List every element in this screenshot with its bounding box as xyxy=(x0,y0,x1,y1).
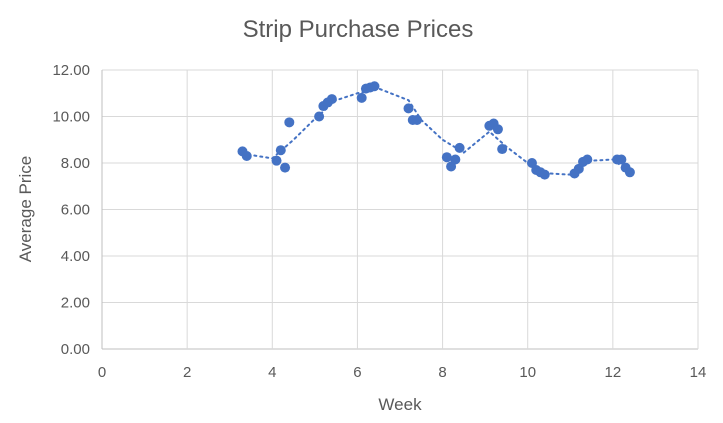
data-point xyxy=(271,155,282,166)
y-tick-label: 4.00 xyxy=(61,248,90,265)
y-tick-label: 8.00 xyxy=(61,155,90,172)
grid-lines xyxy=(101,69,699,350)
data-point xyxy=(403,103,414,114)
y-tick-label: 2.00 xyxy=(61,295,90,312)
data-point xyxy=(280,162,291,173)
x-tick-label: 2 xyxy=(183,364,191,381)
data-point xyxy=(616,154,627,165)
data-point xyxy=(412,114,423,125)
y-tick-label: 6.00 xyxy=(61,202,90,219)
data-point xyxy=(369,81,380,92)
data-point xyxy=(441,152,452,163)
data-point xyxy=(624,167,635,178)
data-point xyxy=(582,154,593,165)
x-tick-label: 8 xyxy=(438,364,446,381)
data-point xyxy=(450,154,461,165)
x-axis-title: Week xyxy=(378,395,422,414)
x-tick-label: 12 xyxy=(605,364,622,381)
data-point xyxy=(492,124,503,135)
y-tick-label: 10.00 xyxy=(52,109,90,126)
data-point xyxy=(356,92,367,103)
chart-title: Strip Purchase Prices xyxy=(243,16,474,43)
data-point xyxy=(497,144,508,155)
x-tick-label: 14 xyxy=(690,364,707,381)
data-point xyxy=(539,169,550,180)
y-tick-label: 12.00 xyxy=(52,62,90,79)
data-point xyxy=(314,111,325,122)
x-tick-label: 4 xyxy=(268,364,276,381)
data-point xyxy=(326,94,337,105)
x-tick-label: 6 xyxy=(353,364,361,381)
y-axis-title: Average Price xyxy=(16,156,35,262)
trendline xyxy=(241,87,631,176)
tick-labels: 0.00 2.00 4.00 6.00 8.00 10.00 12.00 0 2 4 6 8 10 12 1… xyxy=(52,62,706,381)
data-point xyxy=(284,117,295,128)
data-points xyxy=(237,81,635,180)
data-point xyxy=(241,151,252,162)
y-tick-label: 0.00 xyxy=(61,341,90,358)
data-point xyxy=(454,142,465,153)
data-point xyxy=(275,145,286,156)
x-tick-label: 10 xyxy=(519,364,536,381)
x-tick-label: 0 xyxy=(98,364,106,381)
trendline-layer xyxy=(241,87,631,176)
